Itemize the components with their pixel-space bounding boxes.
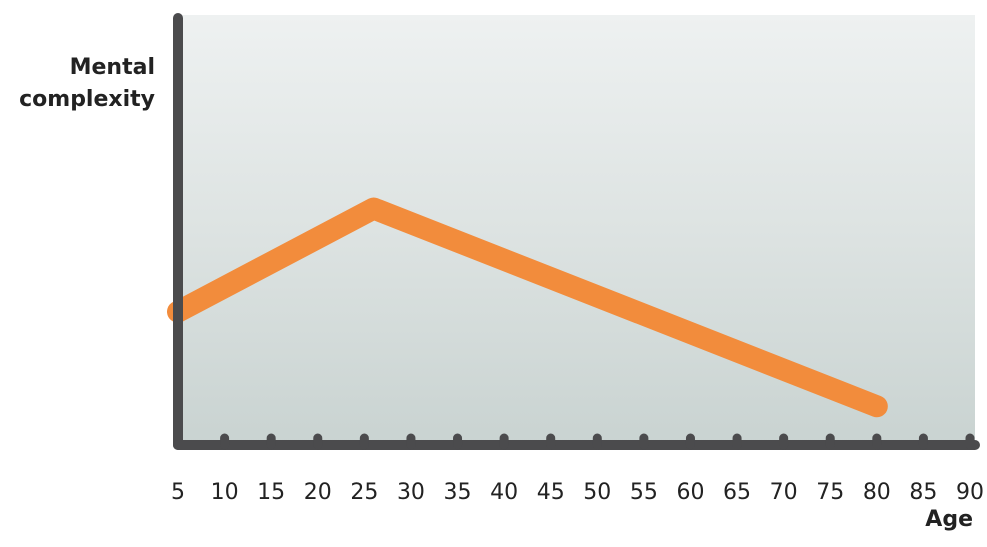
plot — [167, 197, 888, 418]
x-tick-label: 90 — [956, 480, 984, 505]
x-tick-label: 10 — [211, 480, 239, 505]
x-axis-label: Age — [925, 507, 973, 532]
line — [167, 197, 888, 418]
x-tick-label: 50 — [583, 480, 611, 505]
x-tick-label: 60 — [676, 480, 704, 505]
x-tick-label: 5 — [171, 480, 185, 505]
x-tick-label: 65 — [723, 480, 751, 505]
x-tick-label: 85 — [909, 480, 937, 505]
y-axis-label: Mental complexity — [19, 55, 155, 112]
x-tick-label: 25 — [350, 480, 378, 505]
x-tick-label: 15 — [257, 480, 285, 505]
x-tick-label: 20 — [304, 480, 332, 505]
x-tick-label: 70 — [770, 480, 798, 505]
x-tick-label: 30 — [397, 480, 425, 505]
x-tick-label: 35 — [444, 480, 472, 505]
x-tick-label: 75 — [816, 480, 844, 505]
background — [180, 15, 975, 445]
x-tick-label: 45 — [537, 480, 565, 505]
x-tick-label: 55 — [630, 480, 658, 505]
x-tick-label: 80 — [863, 480, 891, 505]
x-tick-label: 40 — [490, 480, 518, 505]
